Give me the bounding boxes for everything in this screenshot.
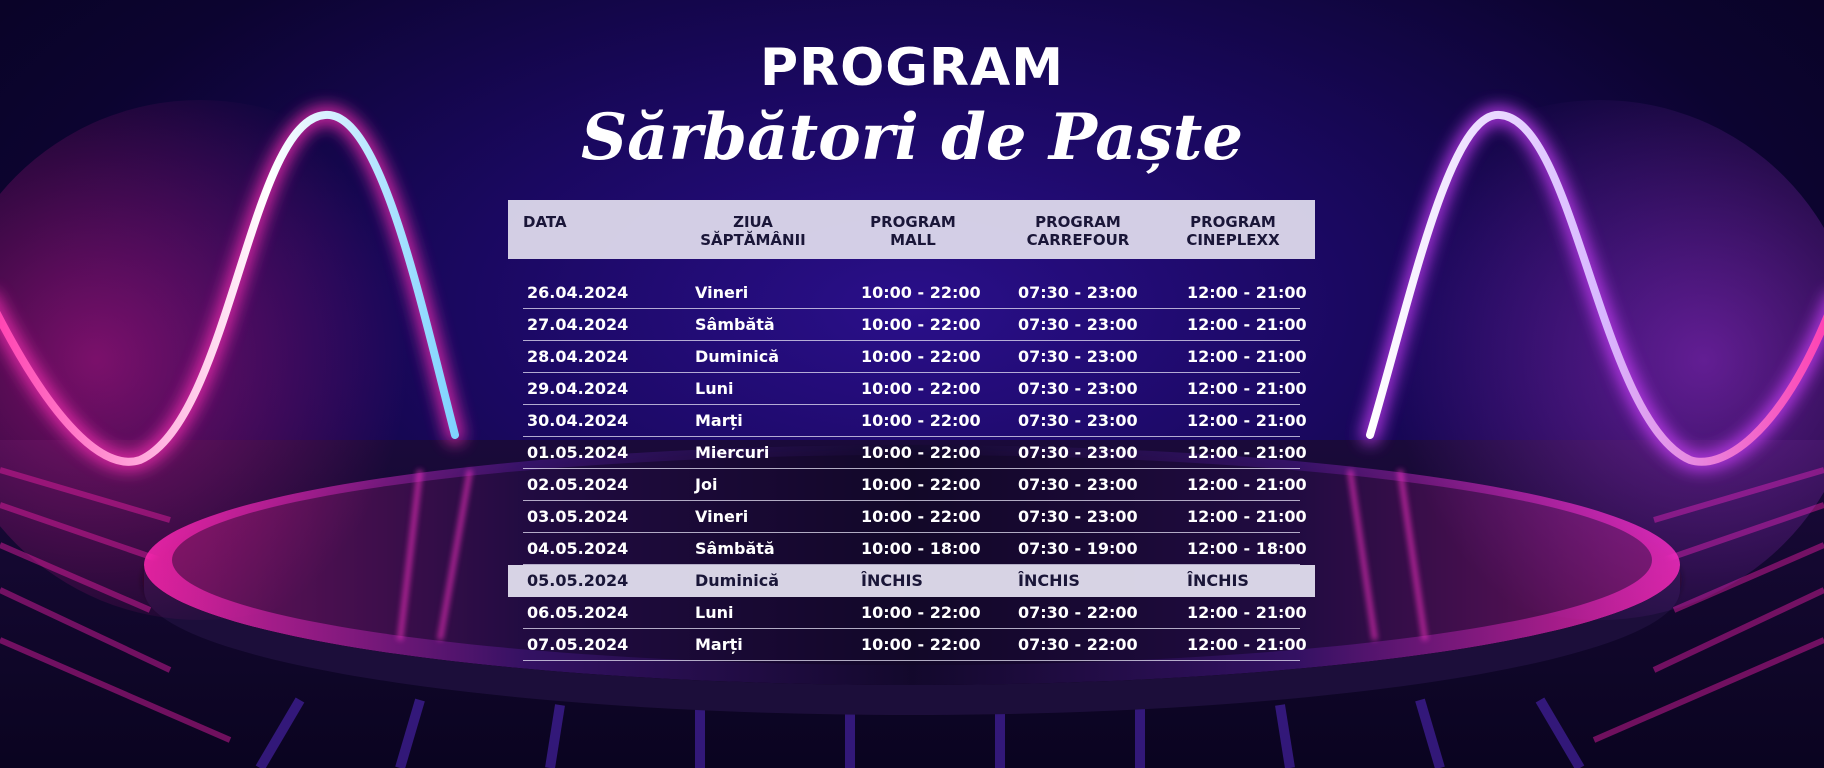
cell-mall-hours: 10:00 - 22:00: [861, 315, 981, 334]
cell-cineplexx-hours: 12:00 - 21:00: [1187, 379, 1307, 398]
cell-carrefour-hours: 07:30 - 23:00: [1018, 347, 1138, 366]
cell-carrefour-hours: 07:30 - 23:00: [1018, 315, 1138, 334]
schedule-table: DATA ZIUA SĂPTĂMÂNII PROGRAM MALL PROGRAM C…: [508, 200, 1315, 661]
table-body: 26.04.2024 Vineri 10:00 - 22:00 07:30 - 23:…: [508, 277, 1315, 661]
table-row: 06.05.2024 Luni 10:00 - 22:00 07:30 - 22:00…: [508, 597, 1315, 629]
cell-mall-hours: 10:00 - 22:00: [861, 475, 981, 494]
cell-mall-hours: 10:00 - 18:00: [861, 539, 981, 558]
cell-cineplexx-hours: 12:00 - 21:00: [1187, 507, 1307, 526]
cell-weekday: Sâmbătă: [695, 539, 775, 558]
cell-cineplexx-hours: 12:00 - 21:00: [1187, 411, 1307, 430]
cell-cineplexx-hours: 12:00 - 21:00: [1187, 283, 1307, 302]
cell-date: 27.04.2024: [527, 315, 629, 334]
table-row: 30.04.2024 Marți 10:00 - 22:00 07:30 - 23:0…: [508, 405, 1315, 437]
column-header-carrefour: PROGRAM CARREFOUR: [1026, 213, 1130, 249]
cell-weekday: Luni: [695, 379, 734, 398]
title-block: PROGRAM Sărbători de Paște: [0, 38, 1824, 176]
cell-carrefour-hours: 07:30 - 23:00: [1018, 443, 1138, 462]
cell-mall-hours: 10:00 - 22:00: [861, 635, 981, 654]
cell-date: 01.05.2024: [527, 443, 629, 462]
cell-date: 07.05.2024: [527, 635, 629, 654]
page-title: PROGRAM: [759, 38, 1065, 98]
cell-cineplexx-hours: 12:00 - 21:00: [1187, 603, 1307, 622]
cell-weekday: Vineri: [695, 507, 749, 526]
cell-weekday: Marți: [695, 635, 743, 654]
cell-carrefour-hours: 07:30 - 23:00: [1018, 475, 1138, 494]
cell-carrefour-hours: 07:30 - 22:00: [1018, 603, 1138, 622]
cell-cineplexx-hours: 12:00 - 21:00: [1187, 635, 1307, 654]
cell-date: 06.05.2024: [527, 603, 629, 622]
cell-carrefour-hours: 07:30 - 22:00: [1018, 635, 1138, 654]
table-row: 02.05.2024 Joi 10:00 - 22:00 07:30 - 23:00 1…: [508, 469, 1315, 501]
column-header-mall: PROGRAM MALL: [870, 213, 956, 249]
cell-weekday: Duminică: [695, 347, 779, 366]
cell-cineplexx-hours: 12:00 - 18:00: [1187, 539, 1307, 558]
cell-carrefour-hours: 07:30 - 23:00: [1018, 283, 1138, 302]
column-header-date: DATA: [523, 213, 567, 231]
table-row: 01.05.2024 Miercuri 10:00 - 22:00 07:30 - 2…: [508, 437, 1315, 469]
cell-weekday: Duminică: [695, 571, 779, 590]
cell-date: 28.04.2024: [527, 347, 629, 366]
column-header-weekday: ZIUA SĂPTĂMÂNII: [700, 213, 806, 249]
cell-cineplexx-hours: 12:00 - 21:00: [1187, 347, 1307, 366]
cell-mall-hours: 10:00 - 22:00: [861, 507, 981, 526]
table-row: 27.04.2024 Sâmbătă 10:00 - 22:00 07:30 - 23…: [508, 309, 1315, 341]
cell-date: 30.04.2024: [527, 411, 629, 430]
table-header: DATA ZIUA SĂPTĂMÂNII PROGRAM MALL PROGRAM C…: [508, 200, 1315, 259]
cell-carrefour-hours: ÎNCHIS: [1018, 571, 1080, 590]
cell-mall-hours: 10:00 - 22:00: [861, 347, 981, 366]
table-row: 26.04.2024 Vineri 10:00 - 22:00 07:30 - 23:…: [508, 277, 1315, 309]
cell-mall-hours: ÎNCHIS: [861, 571, 923, 590]
column-header-cineplexx: PROGRAM CINEPLEXX: [1186, 213, 1280, 249]
cell-mall-hours: 10:00 - 22:00: [861, 379, 981, 398]
cell-date: 29.04.2024: [527, 379, 629, 398]
page-subtitle: Sărbători de Paște: [580, 100, 1244, 175]
table-row: 03.05.2024 Vineri 10:00 - 22:00 07:30 - 23:…: [508, 501, 1315, 533]
cell-mall-hours: 10:00 - 22:00: [861, 411, 981, 430]
table-row: 07.05.2024 Marți 10:00 - 22:00 07:30 - 22:0…: [508, 629, 1315, 661]
cell-carrefour-hours: 07:30 - 23:00: [1018, 507, 1138, 526]
cell-date: 26.04.2024: [527, 283, 629, 302]
cell-date: 03.05.2024: [527, 507, 629, 526]
cell-cineplexx-hours: ÎNCHIS: [1187, 571, 1249, 590]
cell-cineplexx-hours: 12:00 - 21:00: [1187, 315, 1307, 334]
cell-mall-hours: 10:00 - 22:00: [861, 443, 981, 462]
cell-cineplexx-hours: 12:00 - 21:00: [1187, 475, 1307, 494]
cell-mall-hours: 10:00 - 22:00: [861, 283, 981, 302]
cell-weekday: Luni: [695, 603, 734, 622]
cell-weekday: Sâmbătă: [695, 315, 775, 334]
table-row-closed: 05.05.2024 Duminică ÎNCHIS ÎNCHIS ÎNCHIS: [508, 565, 1315, 597]
cell-carrefour-hours: 07:30 - 19:00: [1018, 539, 1138, 558]
cell-weekday: Miercuri: [695, 443, 770, 462]
cell-weekday: Joi: [695, 475, 718, 494]
cell-date: 04.05.2024: [527, 539, 629, 558]
table-row: 04.05.2024 Sâmbătă 10:00 - 18:00 07:30 - 19…: [508, 533, 1315, 565]
cell-date: 05.05.2024: [527, 571, 629, 590]
cell-mall-hours: 10:00 - 22:00: [861, 603, 981, 622]
cell-weekday: Marți: [695, 411, 743, 430]
table-row: 28.04.2024 Duminică 10:00 - 22:00 07:30 - 2…: [508, 341, 1315, 373]
cell-date: 02.05.2024: [527, 475, 629, 494]
table-row: 29.04.2024 Luni 10:00 - 22:00 07:30 - 23:00…: [508, 373, 1315, 405]
cell-weekday: Vineri: [695, 283, 749, 302]
cell-cineplexx-hours: 12:00 - 21:00: [1187, 443, 1307, 462]
cell-carrefour-hours: 07:30 - 23:00: [1018, 411, 1138, 430]
cell-carrefour-hours: 07:30 - 23:00: [1018, 379, 1138, 398]
